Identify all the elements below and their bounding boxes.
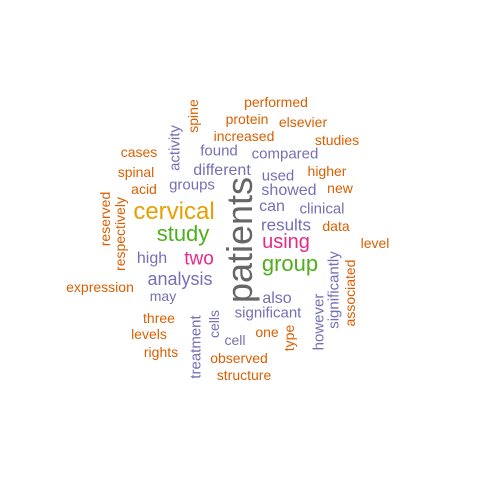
word-using: using (262, 231, 310, 253)
word-rights: rights (143, 344, 179, 360)
word-cervical: cervical (133, 198, 215, 225)
word-cell: cell (224, 332, 246, 348)
word-also: also (262, 290, 292, 307)
word-used: used (261, 167, 295, 185)
word-cells: cells (206, 309, 222, 339)
word-significantly: significantly (325, 251, 343, 329)
word-groups: groups (169, 176, 215, 194)
word-treatment: treatment (187, 315, 205, 379)
word-associated: associated (342, 259, 358, 327)
word-showed: showed (261, 182, 317, 199)
word-levels: levels (131, 326, 167, 342)
word-may: may (149, 288, 177, 304)
word-results: results (260, 215, 312, 235)
word-performed: performed (244, 94, 308, 110)
word-activity: activity (166, 125, 184, 171)
word-level: level (360, 235, 390, 251)
word-increased: increased (213, 128, 275, 144)
word-different: different (193, 162, 251, 179)
word-observed: observed (210, 350, 268, 366)
word-data: data (322, 218, 350, 234)
word-protein: protein (225, 111, 269, 127)
word-type: type (281, 324, 297, 352)
word-cases: cases (120, 144, 158, 160)
word-two: two (184, 248, 214, 270)
word-three: three (143, 310, 175, 326)
word-expression: expression (66, 279, 134, 295)
word-spine: spine (185, 99, 201, 133)
word-however: however (310, 293, 328, 351)
word-significant: significant (234, 304, 302, 322)
word-respectively: respectively (112, 197, 128, 271)
word-reserved: reserved (97, 191, 113, 247)
word-elsevier: elsevier (278, 114, 328, 130)
word-can: can (259, 198, 285, 215)
word-acid: acid (131, 181, 157, 197)
word-structure: structure (216, 367, 272, 383)
word-one: one (255, 324, 279, 340)
word-clinical: clinical (299, 200, 345, 218)
word-spinal: spinal (117, 164, 155, 180)
word-studies: studies (314, 132, 360, 148)
word-analysis: analysis (147, 269, 213, 289)
word-patients: patients (219, 176, 260, 304)
word-higher: higher (307, 163, 347, 179)
word-compared: compared (251, 145, 319, 163)
word-study: study (156, 221, 210, 246)
word-new: new (327, 180, 353, 196)
word-high: high (136, 250, 168, 267)
word-group: group (261, 251, 319, 276)
word-found: found (200, 142, 238, 160)
